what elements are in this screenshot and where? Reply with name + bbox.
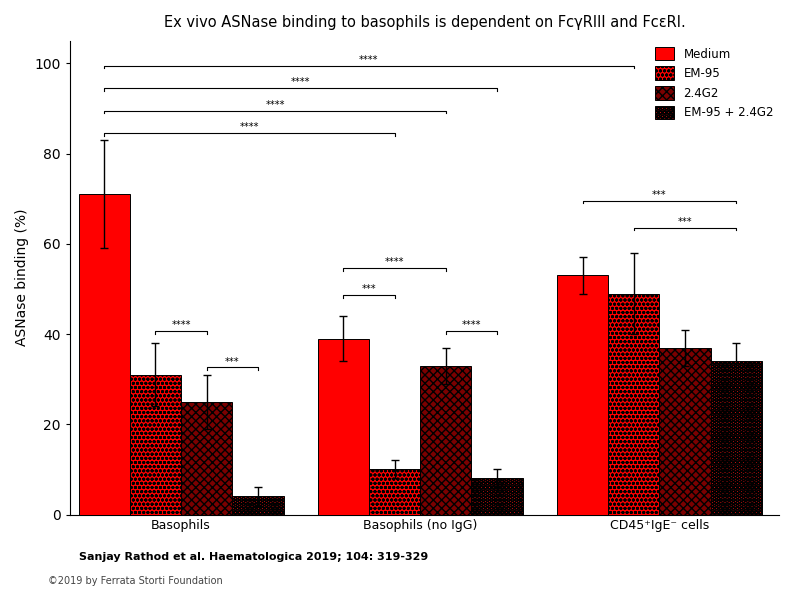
Title: Ex vivo ASNase binding to basophils is dependent on FcγRIII and FcεRI.: Ex vivo ASNase binding to basophils is d… <box>164 15 685 30</box>
Bar <box>608 293 659 515</box>
Text: ***: *** <box>225 356 240 367</box>
Bar <box>420 366 472 515</box>
Text: ****: **** <box>291 77 310 87</box>
Bar <box>711 361 762 515</box>
Bar <box>129 375 181 515</box>
Text: Sanjay Rathod et al. Haematologica 2019; 104: 319-329: Sanjay Rathod et al. Haematologica 2019;… <box>79 552 429 562</box>
Bar <box>233 496 283 515</box>
Bar <box>79 194 129 515</box>
Y-axis label: ASNase binding (%): ASNase binding (%) <box>15 209 29 346</box>
Bar <box>659 347 711 515</box>
Text: ****: **** <box>359 55 379 65</box>
Bar <box>369 469 420 515</box>
Text: ***: *** <box>678 217 692 227</box>
Bar <box>472 478 522 515</box>
Text: ****: **** <box>385 258 404 267</box>
Bar <box>557 275 608 515</box>
Text: ****: **** <box>240 123 259 133</box>
Text: ***: *** <box>652 190 667 200</box>
Bar <box>318 339 369 515</box>
Text: ****: **** <box>172 321 191 330</box>
Bar <box>181 402 233 515</box>
Legend: Medium, EM-95, 2.4G2, EM-95 + 2.4G2: Medium, EM-95, 2.4G2, EM-95 + 2.4G2 <box>650 42 778 124</box>
Text: ***: *** <box>361 284 376 295</box>
Text: ****: **** <box>265 100 285 110</box>
Text: ©2019 by Ferrata Storti Foundation: ©2019 by Ferrata Storti Foundation <box>48 576 222 586</box>
Text: ****: **** <box>462 321 481 330</box>
